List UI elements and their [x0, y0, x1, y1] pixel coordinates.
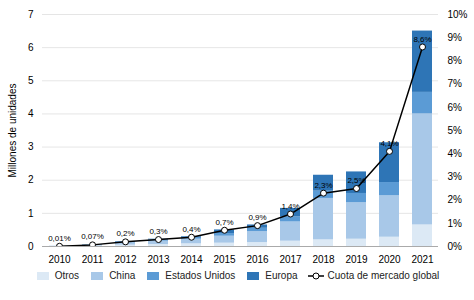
svg-text:6: 6: [28, 42, 34, 53]
svg-text:6%: 6%: [448, 102, 463, 113]
svg-text:7%: 7%: [448, 78, 463, 89]
html-text:Europa: Europa: [265, 270, 298, 281]
svg-text:0,2%: 0,2%: [116, 229, 134, 238]
svg-text:0,3%: 0,3%: [149, 227, 167, 236]
svg-text:4%: 4%: [448, 148, 463, 159]
html-text:Estados Unidos: Estados Unidos: [165, 270, 236, 281]
svg-text:Millones de unidades: Millones de unidades: [7, 84, 18, 178]
svg-text:8%: 8%: [448, 55, 463, 66]
svg-text:1: 1: [28, 208, 34, 219]
svg-text:5%: 5%: [448, 125, 463, 136]
html-text:Otros: Otros: [54, 270, 80, 281]
svg-text:0,01%: 0,01%: [48, 234, 71, 243]
svg-text:0: 0: [28, 241, 34, 252]
svg-text:2021: 2021: [411, 254, 434, 265]
svg-text:7: 7: [28, 9, 34, 20]
svg-text:2016: 2016: [246, 254, 269, 265]
svg-text:2020: 2020: [378, 254, 401, 265]
svg-text:10%: 10%: [448, 9, 468, 20]
svg-text:2: 2: [28, 174, 34, 185]
svg-text:2011: 2011: [82, 254, 104, 265]
svg-text:0,9%: 0,9%: [248, 213, 266, 222]
svg-text:0,4%: 0,4%: [182, 225, 200, 234]
svg-text:0,07%: 0,07%: [81, 232, 104, 241]
svg-text:3%: 3%: [448, 171, 463, 182]
svg-text:9%: 9%: [448, 32, 463, 43]
svg-text:0%: 0%: [448, 241, 463, 252]
svg-text:2017: 2017: [279, 254, 302, 265]
svg-text:4,1%: 4,1%: [380, 139, 398, 148]
svg-text:5: 5: [28, 75, 34, 86]
svg-text:2,5%: 2,5%: [347, 176, 365, 185]
svg-text:8,6%: 8,6%: [413, 35, 431, 44]
svg-text:2014: 2014: [180, 254, 203, 265]
svg-text:2015: 2015: [213, 254, 236, 265]
svg-text:2013: 2013: [147, 254, 170, 265]
html-text:China: China: [109, 270, 136, 281]
svg-text:0,7%: 0,7%: [215, 218, 233, 227]
svg-text:4: 4: [28, 108, 34, 119]
svg-text:1,4%: 1,4%: [281, 202, 299, 211]
svg-text:2018: 2018: [312, 254, 335, 265]
svg-text:2012: 2012: [114, 254, 137, 265]
svg-text:3: 3: [28, 141, 34, 152]
svg-text:1%: 1%: [448, 218, 463, 229]
svg-text:2,3%: 2,3%: [314, 181, 332, 190]
svg-text:2019: 2019: [345, 254, 368, 265]
svg-text:2010: 2010: [48, 254, 71, 265]
html-text:Cuota de mercado global: Cuota de mercado global: [327, 270, 440, 281]
svg-text:2%: 2%: [448, 194, 463, 205]
